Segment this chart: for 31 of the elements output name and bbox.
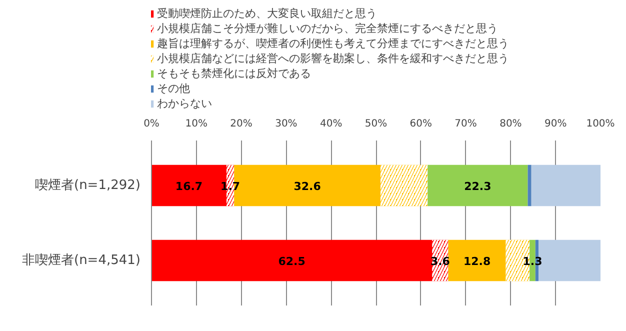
legend-label: そもそも禁煙化には反対である: [157, 66, 311, 81]
data-label: 22.3: [464, 180, 492, 193]
bar: [428, 164, 528, 206]
x-tick-label: 0%: [144, 118, 160, 130]
y-tick-label: 非喫煙者(n=4,541): [22, 253, 141, 268]
legend-label: 受動喫煙防止のため、大変良い取組だと思う: [157, 6, 377, 21]
bar: [528, 164, 532, 206]
x-tick-label: 70%: [454, 118, 477, 130]
legend-label: 小規模店舗こそ分煙が難しいのだから、完全禁煙にするべきだと思う: [157, 21, 498, 36]
x-tick-label: 80%: [500, 118, 522, 130]
legend-label: 趣旨は理解するが、喫煙者の利便性も考えて分煙までにすべきだと思う: [157, 36, 509, 51]
x-tick-label: 50%: [364, 118, 388, 130]
data-label: 1.7: [220, 180, 240, 193]
bar: [152, 240, 432, 282]
data-label: 16.7: [175, 180, 203, 193]
x-tick-label: 10%: [185, 118, 208, 130]
legend-label: その他: [157, 81, 190, 96]
data-label: 12.8: [463, 255, 491, 268]
x-tick-label: 40%: [320, 118, 342, 130]
x-tick-label: 60%: [410, 118, 432, 130]
legend-label: 小規模店舗などには経営への影響を勘案し、条件を緩和すべきだと思う: [157, 51, 509, 66]
legend-label: わからない: [157, 96, 212, 111]
y-tick-label: 喫煙者(n=1,292): [35, 178, 141, 193]
x-tick-label: 100%: [586, 118, 615, 130]
x-tick-label: 20%: [230, 118, 252, 130]
data-label: 62.5: [278, 255, 306, 268]
x-tick-label: 30%: [275, 118, 298, 130]
data-label: 32.6: [294, 180, 322, 193]
x-tick-label: 90%: [544, 118, 567, 130]
bar: [448, 240, 506, 282]
bar: [531, 164, 600, 206]
